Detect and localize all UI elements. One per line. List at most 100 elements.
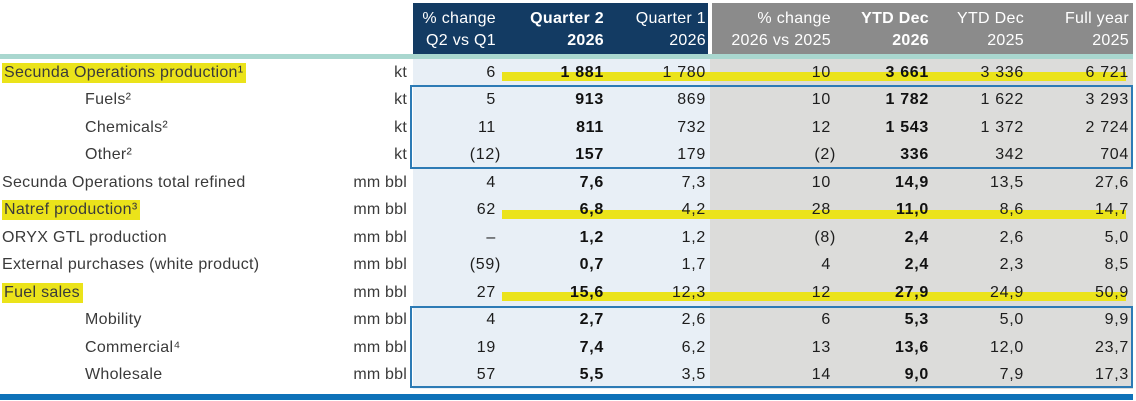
unit-cell: mm bbl: [353, 173, 407, 191]
value-cell: 5,0: [933, 311, 1028, 329]
table-row: Natref production³ mm bbl 62 6,8 4,2 28 11,0 8,…: [0, 197, 1133, 225]
value-cell: 62: [410, 201, 500, 219]
value: 13,5: [990, 173, 1024, 191]
value-cell: 1,7: [608, 256, 710, 274]
value: 11: [477, 118, 496, 136]
row-label-cell: Secunda Operations production¹: [0, 62, 348, 83]
value-cell: 0,7: [500, 256, 608, 274]
value: –: [486, 228, 496, 246]
value: 10: [811, 91, 831, 109]
value-cell: 6,2: [608, 339, 710, 357]
value: 4: [486, 311, 496, 329]
value-cell: –: [410, 229, 500, 247]
value: 4,2: [681, 201, 706, 219]
value-cell: 179: [608, 146, 710, 164]
row-label: Commercial⁴: [85, 338, 181, 356]
value-cell: (8): [710, 229, 835, 247]
row-label-cell: Chemicals²: [0, 119, 348, 137]
column-header-line1: % change: [422, 10, 496, 27]
value: 2,6: [681, 311, 706, 329]
value-cell: 10: [710, 91, 835, 109]
value: 62: [476, 201, 496, 219]
row-label: Wholesale: [85, 366, 163, 384]
column-header-line1: Full year: [1064, 10, 1129, 27]
column-header-line1: Quarter 2: [530, 10, 604, 27]
value-cell: 14,9: [835, 174, 933, 192]
value: 4: [821, 256, 831, 274]
value: (2): [814, 146, 836, 164]
table-row: External purchases (white product) mm bbl…: [0, 252, 1133, 280]
value: 3 293: [1085, 91, 1129, 109]
table-row: Other² kt (12) 157 179 (2) 336 342 704: [0, 142, 1133, 170]
value-cell: 24,9: [933, 284, 1028, 302]
row-label-cell: ORYX GTL production: [0, 229, 348, 247]
value-cell: 5,5: [500, 366, 608, 384]
value: 6: [486, 63, 496, 81]
column-header-quarter-2-2026: Quarter 2 2026: [500, 3, 608, 54]
value-cell: 10: [710, 174, 835, 192]
value: 11,0: [895, 201, 929, 219]
value-cell: 1 372: [933, 119, 1028, 137]
value-cell: 3 293: [1028, 91, 1133, 109]
value: 2,7: [579, 311, 604, 329]
value-cell: 869: [608, 91, 710, 109]
value: 1 372: [980, 118, 1024, 136]
unit-cell: mm bbl: [353, 338, 407, 356]
table-row: Secunda Operations production¹ kt 6 1 881 1 …: [0, 59, 1133, 87]
value-cell: 4,2: [608, 201, 710, 219]
value: 27: [476, 283, 496, 301]
value: 5,3: [904, 311, 929, 329]
value-cell: 4: [410, 174, 500, 192]
value-cell: 157: [500, 146, 608, 164]
value-cell: 27: [410, 284, 500, 302]
value-cell: 5: [410, 91, 500, 109]
value-cell: 2,6: [933, 229, 1028, 247]
column-header-line1: Quarter 1: [635, 10, 706, 27]
value-cell: 8,6: [933, 201, 1028, 219]
value: 1 881: [560, 63, 604, 81]
value-cell: 57: [410, 366, 500, 384]
value: 13: [811, 338, 831, 356]
value-cell: 4: [710, 256, 835, 274]
value: 57: [476, 366, 496, 384]
value: 4: [486, 173, 496, 191]
value: 14,9: [895, 173, 929, 191]
value-cell: 2 724: [1028, 119, 1133, 137]
value: 5,0: [999, 311, 1024, 329]
value: 15,6: [570, 283, 604, 301]
value: 1 782: [885, 91, 929, 109]
ytd-header-background: [712, 3, 1133, 54]
value-cell: 6: [710, 311, 835, 329]
value: 50,9: [1095, 283, 1129, 301]
value-cell: 3,5: [608, 366, 710, 384]
value-cell: 12: [710, 284, 835, 302]
column-header-line1: % change: [757, 10, 831, 27]
value-cell: 27,6: [1028, 174, 1133, 192]
value-cell: 15,6: [500, 284, 608, 302]
column-header-line2: 2026: [669, 32, 706, 49]
value: 12: [811, 283, 831, 301]
value: 6,2: [681, 338, 706, 356]
column-header-full-year-2025: Full year 2025: [1028, 3, 1133, 54]
row-label: Natref production³: [2, 200, 141, 221]
column-header-line2: 2025: [1092, 32, 1129, 49]
value: 1 780: [662, 63, 706, 81]
value: 179: [677, 146, 706, 164]
value-cell: 12,0: [933, 339, 1028, 357]
column-header-line2: Q2 vs Q1: [426, 32, 496, 49]
column-header-ytd-dec-2026: YTD Dec 2026: [835, 3, 933, 54]
value: 23,7: [1095, 338, 1129, 356]
value: 28: [811, 201, 831, 219]
value: 811: [576, 118, 604, 136]
value: 14,7: [1095, 201, 1129, 219]
value-cell: 1 622: [933, 91, 1028, 109]
value: 6: [821, 311, 831, 329]
value: 342: [995, 146, 1024, 164]
row-label-cell: External purchases (white product): [0, 256, 348, 274]
table-header-row: % change Q2 vs Q1 Quarter 2 2026 Quarter 1 20…: [410, 3, 1133, 54]
value-cell: 10: [710, 64, 835, 82]
value-cell: 7,6: [500, 174, 608, 192]
unit-cell: kt: [394, 118, 407, 136]
row-label-cell: Wholesale: [0, 366, 348, 384]
